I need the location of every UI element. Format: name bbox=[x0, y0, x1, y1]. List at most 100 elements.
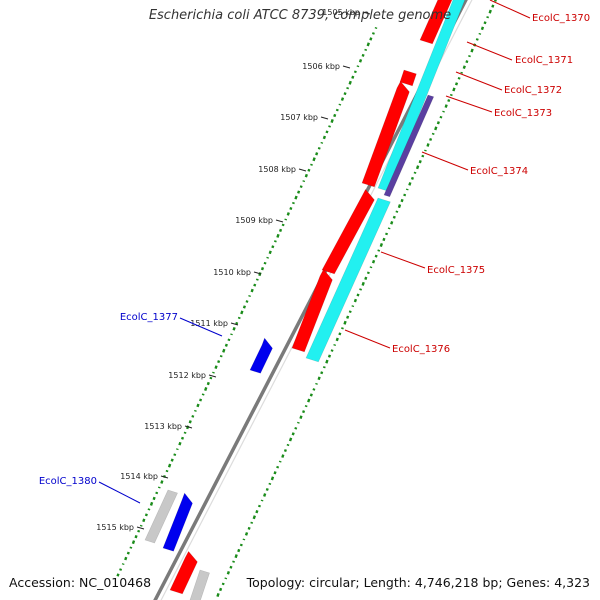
gc-dot bbox=[124, 556, 128, 561]
gc-dot bbox=[204, 387, 208, 392]
gc-dot bbox=[415, 165, 420, 170]
gc-dot bbox=[144, 513, 148, 517]
gc-dot bbox=[330, 349, 334, 352]
gc-dot bbox=[439, 115, 443, 119]
gc-dot bbox=[276, 233, 280, 238]
gc-dot bbox=[429, 137, 433, 141]
kbp-tick-mark bbox=[320, 116, 329, 120]
kbp-tick-label: 1514 kbp bbox=[120, 472, 158, 481]
forward-gene bbox=[361, 80, 410, 188]
gc-dot bbox=[245, 300, 249, 303]
gc-dot bbox=[397, 204, 402, 209]
gc-dot bbox=[410, 176, 414, 180]
kbp-tick-label: 1508 kbp bbox=[258, 165, 296, 174]
gc-dot bbox=[493, 0, 497, 2]
topology-text: Topology: circular; Length: 4,746,218 bp… bbox=[246, 575, 590, 590]
gc-dot bbox=[206, 381, 210, 386]
gc-dot bbox=[221, 582, 225, 586]
gc-dot bbox=[165, 469, 169, 473]
gc-dot bbox=[470, 48, 474, 53]
gc-dot bbox=[219, 587, 223, 592]
gc-dot bbox=[258, 504, 261, 508]
gc-dot bbox=[304, 404, 308, 408]
label-leader bbox=[344, 329, 391, 349]
label-leader bbox=[421, 151, 469, 171]
gc-dot bbox=[226, 570, 230, 575]
gc-dot bbox=[224, 577, 228, 580]
kbp-tick-mark bbox=[230, 322, 239, 326]
gc-dot bbox=[239, 543, 243, 547]
gc-dot bbox=[343, 320, 347, 325]
gc-dot bbox=[480, 26, 485, 31]
forward-gene bbox=[419, 0, 453, 45]
gc-dot bbox=[379, 243, 383, 247]
gc-dot bbox=[325, 359, 329, 364]
gc-dot bbox=[457, 77, 461, 80]
label-leader-lines bbox=[98, 0, 531, 504]
gc-skew-dots-left bbox=[116, 27, 378, 577]
gc-dot bbox=[374, 254, 378, 258]
gc-dot bbox=[304, 173, 308, 178]
gc-dot bbox=[270, 476, 275, 481]
label-leader bbox=[380, 251, 426, 269]
gc-dot bbox=[230, 333, 233, 336]
gene-label: EcolC_1375 bbox=[427, 265, 485, 276]
gc-dot bbox=[131, 540, 136, 545]
gc-dot bbox=[191, 415, 195, 418]
kbp-tick-label: 1510 kbp bbox=[213, 268, 251, 277]
gc-dot bbox=[454, 82, 459, 86]
other-gene bbox=[189, 569, 210, 600]
gc-dot bbox=[253, 283, 257, 287]
rna-gene bbox=[383, 94, 435, 198]
label-leader bbox=[455, 71, 503, 91]
gc-dot bbox=[460, 71, 464, 74]
kbp-tick-mark bbox=[184, 425, 193, 429]
gc-dot bbox=[400, 198, 404, 203]
gc-dot bbox=[121, 563, 125, 566]
gc-dot bbox=[418, 160, 422, 164]
gc-dot bbox=[260, 267, 265, 271]
gc-dot bbox=[188, 420, 192, 424]
gc-dot bbox=[346, 87, 350, 90]
gc-dot bbox=[322, 135, 327, 140]
gc-dot bbox=[478, 32, 482, 35]
label-leader bbox=[489, 0, 531, 19]
gc-dot bbox=[444, 104, 448, 108]
gc-dot bbox=[237, 548, 241, 553]
gc-dot bbox=[252, 515, 256, 520]
gc-dot bbox=[330, 119, 334, 123]
label-leader bbox=[466, 41, 513, 61]
gc-dot bbox=[310, 163, 313, 166]
gc-dot bbox=[351, 305, 355, 308]
gc-dot bbox=[129, 546, 133, 549]
gc-dot bbox=[442, 110, 445, 113]
kbp-tick-mark bbox=[208, 374, 217, 378]
gc-dot bbox=[283, 449, 287, 453]
gc-dot bbox=[170, 458, 174, 462]
gc-dot bbox=[281, 454, 285, 458]
gc-dot bbox=[134, 535, 138, 539]
gc-dot bbox=[137, 529, 141, 533]
forward-gene-blue bbox=[162, 492, 193, 552]
gc-dot bbox=[237, 316, 241, 320]
gc-dot bbox=[255, 510, 259, 514]
gc-dot bbox=[292, 201, 295, 205]
gc-dot bbox=[155, 491, 159, 495]
gc-dot bbox=[178, 441, 182, 446]
kbp-tick-mark bbox=[362, 11, 371, 15]
gc-dot bbox=[266, 256, 269, 259]
gc-dot bbox=[366, 271, 370, 275]
gc-dot bbox=[315, 382, 318, 385]
gc-dot bbox=[260, 499, 264, 502]
gc-dot bbox=[244, 532, 249, 536]
gc-dot bbox=[390, 220, 394, 225]
gc-dot bbox=[288, 437, 293, 442]
forward-gene bbox=[321, 188, 375, 275]
gc-dot bbox=[286, 443, 290, 447]
gc-dot bbox=[333, 113, 337, 118]
gc-dot bbox=[327, 354, 332, 358]
gc-dot bbox=[268, 482, 272, 486]
gc-dot bbox=[358, 58, 363, 63]
gc-dot bbox=[126, 551, 130, 555]
